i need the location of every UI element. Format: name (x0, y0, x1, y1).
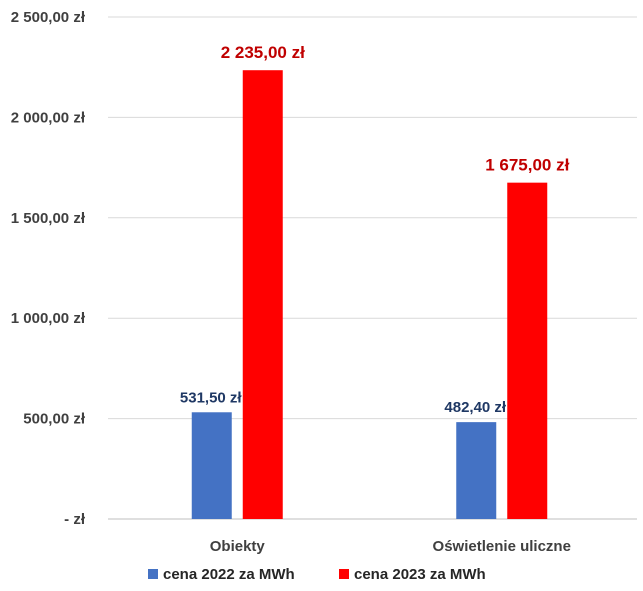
category-label: Obiekty (210, 538, 266, 555)
legend-swatch (148, 569, 158, 579)
y-tick-label: 2 500,00 zł (11, 9, 86, 26)
legend-label: cena 2022 za MWh (163, 566, 295, 583)
y-tick-label: 500,00 zł (23, 411, 86, 428)
y-tick-label: 1 000,00 zł (11, 310, 86, 327)
bar-2022 (191, 412, 232, 519)
bar-2023 (242, 70, 283, 519)
data-label: 531,50 zł (180, 389, 243, 406)
data-label: 482,40 zł (444, 399, 507, 416)
legend-swatch (339, 569, 349, 579)
data-label: 1 675,00 zł (485, 156, 569, 175)
data-label: 2 235,00 zł (221, 43, 305, 62)
y-tick-label: 1 500,00 zł (11, 210, 86, 227)
bar-2022 (456, 422, 497, 519)
legend-label: cena 2023 za MWh (354, 566, 486, 583)
y-tick-label: 2 000,00 zł (11, 109, 86, 126)
y-tick-label: - zł (64, 511, 86, 528)
category-label: Oświetlenie uliczne (433, 538, 571, 555)
bar-2023 (507, 182, 548, 519)
